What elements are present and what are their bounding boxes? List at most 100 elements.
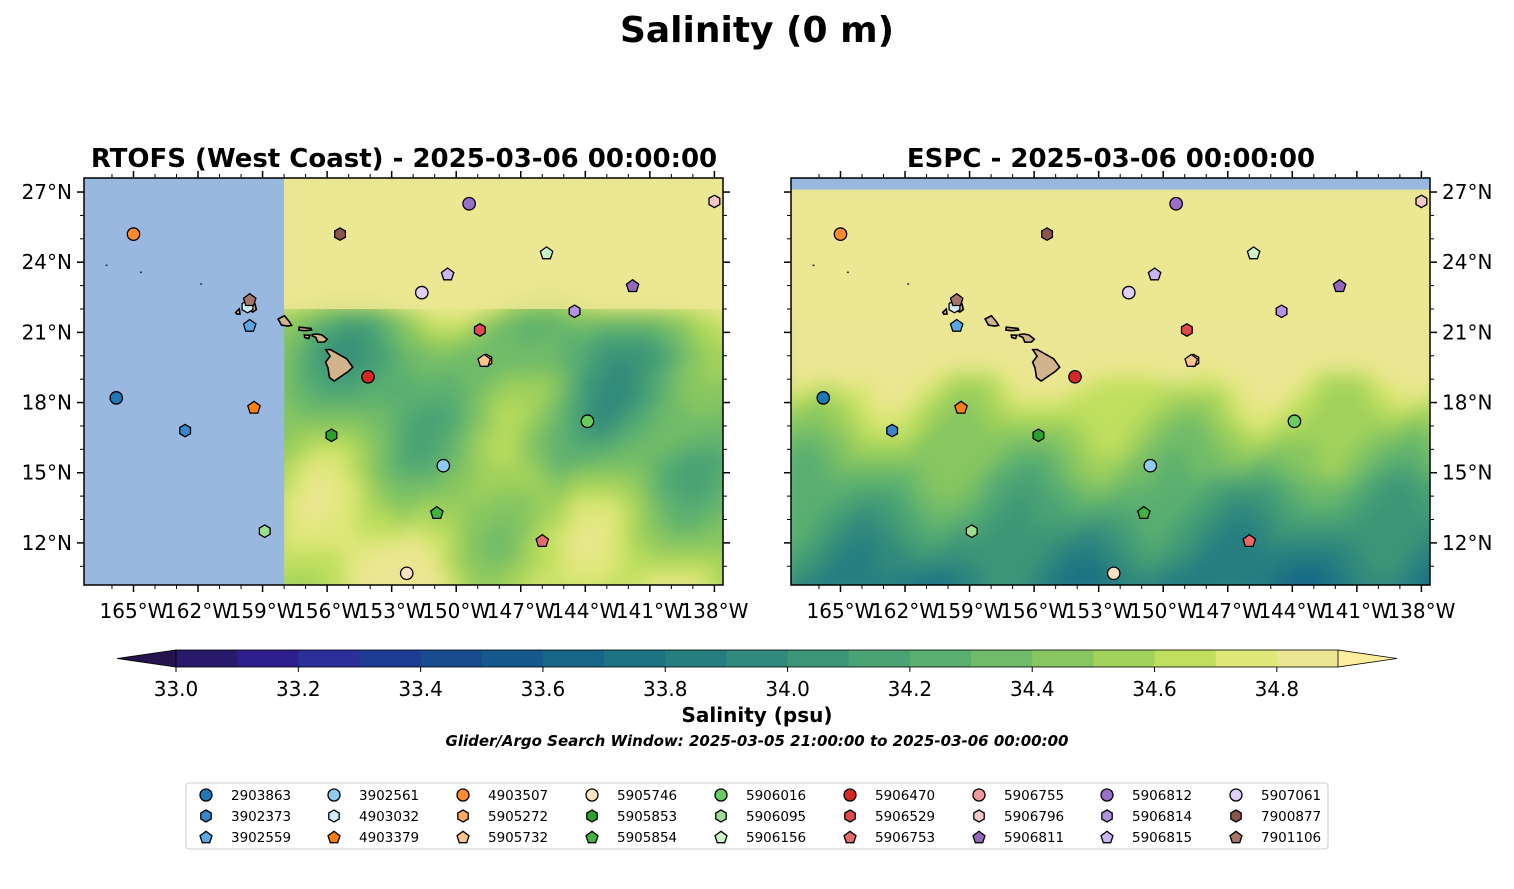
legend-item-5905853: 5905853 — [586, 809, 677, 825]
legend-item-5906796: 5906796 — [973, 809, 1064, 825]
legend-marker-4903032 — [328, 809, 340, 823]
colorbar-segment — [298, 650, 361, 667]
legend-marker-5907061 — [1229, 788, 1243, 802]
colorbar-segment — [971, 650, 1033, 667]
legend-marker-5905854 — [585, 830, 599, 844]
y-tick-label: 21°N — [1442, 320, 1492, 344]
legend-label: 5906753 — [875, 830, 935, 846]
legend-item-5905854: 5905854 — [585, 830, 677, 846]
float-5905853 — [325, 428, 338, 443]
colorbar-segment — [481, 650, 544, 667]
float-4903379 — [247, 400, 261, 414]
y-tick-label: 12°N — [1442, 531, 1492, 555]
legend-label: 5906815 — [1132, 830, 1192, 846]
float-5906811 — [1332, 278, 1347, 293]
legend-marker-2903863 — [199, 788, 213, 802]
x-tick-label: 165°W — [100, 599, 168, 623]
float-5906815 — [440, 267, 455, 281]
atoll-1 — [139, 271, 142, 274]
legend-marker-5906156 — [714, 830, 728, 844]
colorbar-tick-label: 33.2 — [276, 677, 321, 701]
colorbar-segment — [787, 650, 850, 667]
float-5905854 — [1136, 505, 1151, 520]
legend-item-3902559: 3902559 — [199, 830, 291, 846]
colorbar-tick-label: 33.4 — [398, 677, 443, 701]
x-tick-label: 165°W — [807, 599, 875, 623]
float-5906796 — [1415, 194, 1428, 209]
island-0 — [1031, 348, 1061, 382]
float-5906095 — [258, 524, 271, 539]
salinity-field-rtofs — [84, 178, 723, 585]
legend-label: 5906796 — [1004, 809, 1064, 825]
salinity-field-espc — [791, 178, 1430, 585]
float-7900877 — [334, 227, 347, 242]
legend-item-3902373: 3902373 — [200, 809, 291, 825]
island-2 — [1005, 326, 1020, 332]
panel-title-espc: ESPC - 2025-03-06 00:00:00 — [907, 144, 1315, 174]
y-tick-label: 27°N — [22, 180, 72, 204]
legend-item-5906095: 5906095 — [715, 809, 806, 825]
float-7900877 — [1041, 227, 1054, 242]
x-tick-label: 141°W — [616, 599, 684, 623]
float-5906156 — [1246, 246, 1261, 260]
legend-label: 4903507 — [488, 788, 548, 804]
x-tick-label: 150°W — [1129, 599, 1197, 623]
float-5906814 — [1275, 304, 1288, 319]
colorbar-segment — [726, 650, 789, 667]
float-5906470 — [1068, 369, 1082, 384]
y-tick-label: 18°N — [22, 391, 72, 415]
legend-item-5906811: 5906811 — [972, 830, 1064, 846]
legend-marker-4903379 — [327, 830, 341, 844]
legend-item-3902561: 3902561 — [327, 788, 419, 804]
island-3 — [303, 334, 312, 340]
legend-label: 4903032 — [359, 809, 419, 825]
float-5906470 — [361, 369, 375, 384]
y-tick-label: 24°N — [22, 250, 72, 274]
legend-item-5906016: 5906016 — [714, 788, 806, 804]
legend-item-5906755: 5906755 — [972, 788, 1064, 804]
float-5905746 — [1106, 566, 1121, 581]
colorbar-tick-label: 34.0 — [765, 677, 810, 701]
colorbar-segment — [1154, 650, 1217, 667]
colorbar-segment — [420, 650, 483, 667]
colorbar-extend-max — [1337, 649, 1398, 668]
float-5905853 — [1032, 428, 1045, 443]
float-4903507 — [833, 227, 848, 241]
x-tick-label: 138°W — [680, 599, 748, 623]
colorbar-segment — [1276, 650, 1339, 667]
float-3902561 — [436, 458, 451, 473]
legend-label: 5906095 — [746, 809, 806, 825]
legend-item-5906156: 5906156 — [714, 830, 806, 846]
float-5905746 — [399, 566, 414, 581]
legend-label: 5905854 — [617, 830, 677, 846]
x-tick-label: 150°W — [422, 599, 490, 623]
colorbar-tick-label: 34.8 — [1255, 677, 1300, 701]
legend-item-5906814: 5906814 — [1101, 809, 1192, 825]
legend-item-5906815: 5906815 — [1100, 830, 1192, 846]
colorbar-extend-min — [116, 649, 177, 668]
island-0 — [324, 348, 354, 382]
colorbar-segment — [1032, 650, 1094, 667]
legend-label: 4903379 — [359, 830, 419, 846]
atoll-0 — [812, 264, 815, 267]
float-5906016 — [1287, 414, 1302, 429]
legend-marker-7901106 — [1229, 830, 1243, 844]
x-tick-label: 162°W — [871, 599, 939, 623]
float-5906156 — [539, 246, 554, 260]
search-window-note: Glider/Argo Search Window: 2025-03-05 21… — [446, 732, 1069, 750]
float-5906755 — [1213, 586, 1225, 598]
legend-item-4903032: 4903032 — [328, 809, 419, 825]
legend-label: 3902559 — [231, 830, 291, 846]
legend-marker-5906796 — [973, 809, 985, 823]
legend-label: 5906470 — [875, 788, 935, 804]
atoll-2 — [200, 283, 203, 285]
legend-marker-5905272 — [457, 809, 469, 823]
y-tick-label: 21°N — [22, 320, 72, 344]
float-5906095 — [965, 524, 978, 539]
x-tick-label: 141°W — [1323, 599, 1391, 623]
map-panel-rtofs: RTOFS (West Coast) - 2025-03-06 00:00:00… — [22, 144, 749, 623]
float-5906814 — [568, 304, 581, 319]
colorbar-segment — [176, 650, 238, 667]
legend-item-7900877: 7900877 — [1230, 809, 1321, 825]
legend-marker-5905746 — [585, 788, 599, 802]
